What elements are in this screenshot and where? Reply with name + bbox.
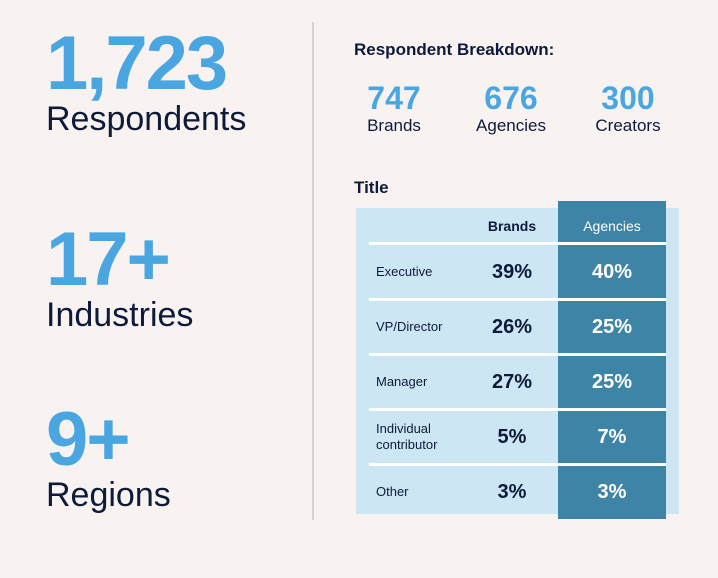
row-brands-value: 27% <box>491 370 533 393</box>
row-label: VP/Director <box>376 319 443 335</box>
row-label: Individual contributor <box>376 421 438 452</box>
stat-label: Respondents <box>46 100 247 138</box>
table-row: Other 3% 3% <box>356 466 666 518</box>
row-label: Other <box>376 484 409 500</box>
stat-value: 9+ <box>46 397 131 482</box>
stat-regions: 9+ Regions <box>46 402 171 514</box>
header-brands: Brands <box>487 218 537 234</box>
stat-respondents: 1,723 Respondents <box>46 26 246 138</box>
row-divider <box>369 408 666 411</box>
row-agencies-value: 25% <box>591 315 633 338</box>
row-agencies-value: 40% <box>591 260 633 283</box>
header-agencies: Agencies <box>583 218 641 234</box>
row-divider <box>369 242 666 245</box>
row-agencies-value: 3% <box>597 480 627 503</box>
row-label: Manager <box>376 374 428 390</box>
table-row: Manager 27% 25% <box>356 356 666 408</box>
agencies-column <box>558 201 666 519</box>
row-divider <box>369 463 666 466</box>
row-brands-value: 5% <box>497 425 527 448</box>
row-divider <box>369 298 666 301</box>
breakdown-value: 676 <box>484 80 538 116</box>
stat-value: 17+ <box>46 217 171 302</box>
breakdown-title: Respondent Breakdown: <box>354 40 555 59</box>
row-label: Executive <box>376 264 433 280</box>
breakdown-label: Agencies <box>476 116 546 135</box>
breakdown-label: Creators <box>595 116 661 135</box>
stat-label: Regions <box>46 476 171 514</box>
stat-industries: 17+ Industries <box>46 222 193 334</box>
table-row: VP/Director 26% 25% <box>356 301 666 353</box>
row-agencies-value: 25% <box>591 370 633 393</box>
row-brands-value: 3% <box>497 480 527 503</box>
row-brands-value: 39% <box>491 260 533 283</box>
row-brands-value: 26% <box>491 315 533 338</box>
vertical-divider <box>312 22 314 520</box>
table-row: Executive 39% 40% <box>356 246 666 298</box>
breakdown-creators: 300 Creators <box>568 82 688 136</box>
row-divider <box>369 353 666 356</box>
table-row: Individual contributor 5% 7% <box>356 411 666 463</box>
breakdown-brands: 747 Brands <box>334 82 454 136</box>
stat-value: 1,723 <box>46 21 228 106</box>
breakdown-value: 300 <box>601 80 655 116</box>
breakdown-value: 747 <box>367 80 421 116</box>
breakdown-agencies: 676 Agencies <box>451 82 571 136</box>
table-title: Title <box>354 178 389 197</box>
stat-label: Industries <box>46 296 194 334</box>
row-agencies-value: 7% <box>597 425 627 448</box>
breakdown-label: Brands <box>367 116 421 135</box>
